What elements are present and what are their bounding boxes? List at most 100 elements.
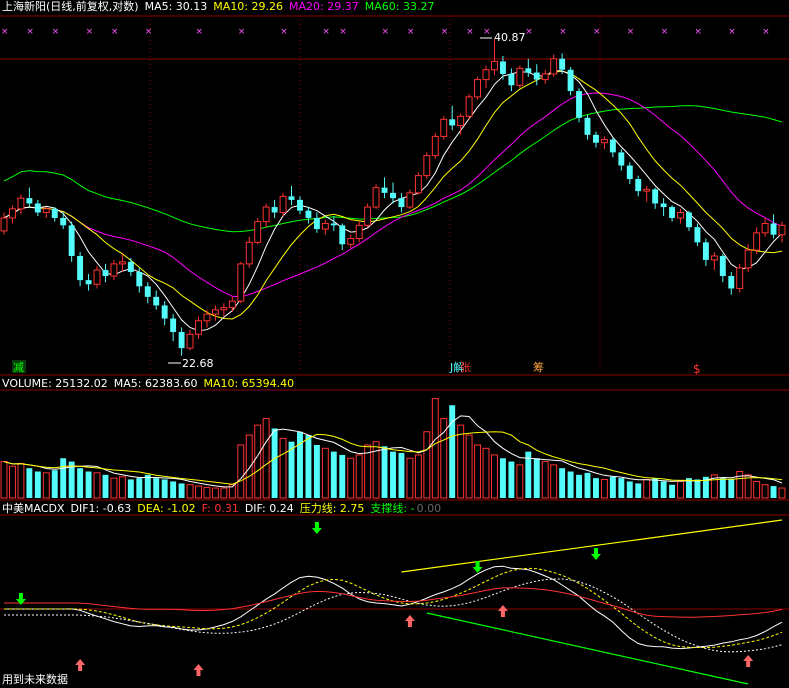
candle-body (508, 73, 515, 86)
volume-bar (0, 461, 8, 499)
cross-mark: × (322, 27, 330, 37)
candle-body (660, 203, 667, 208)
candle-body (491, 60, 498, 71)
candle-body (406, 192, 414, 208)
volume-bar (313, 445, 320, 498)
volume-bar (652, 478, 659, 498)
low-annotation: 22.68 (182, 357, 214, 370)
volume-bar (694, 479, 701, 498)
volume-bar (618, 478, 625, 498)
volume-bar (17, 463, 25, 499)
candle-body (339, 225, 346, 245)
candle-body (372, 187, 380, 208)
volume-bar (559, 468, 566, 498)
cross-mark: × (593, 27, 601, 37)
candle-body (26, 198, 33, 204)
candle-body (364, 206, 372, 226)
volume-bar (220, 487, 228, 499)
cross-mark: × (339, 27, 347, 37)
volume-bar (51, 470, 58, 498)
volume-bar (609, 476, 616, 498)
marker-jie: J解 (449, 360, 464, 374)
volume-bar (186, 484, 194, 499)
high-annotation: 40.87 (494, 31, 526, 44)
volume-bar (60, 458, 67, 498)
volume-bar (110, 477, 118, 499)
volume-bar (381, 446, 388, 498)
candle-body (635, 179, 642, 192)
candle-body (288, 196, 295, 200)
volume-bar (440, 418, 448, 499)
candle-body (567, 69, 574, 92)
dif-label: DIF: 0.24 (244, 502, 294, 515)
candle-body (321, 222, 329, 230)
candle-body (431, 135, 439, 157)
candle-body (347, 238, 355, 245)
candle-body (499, 61, 506, 74)
cross-mark: × (661, 27, 669, 37)
candle-body (778, 224, 786, 236)
volume-bar (584, 472, 591, 498)
candle-body (753, 232, 761, 251)
candle-body (457, 115, 465, 126)
candle-body (68, 225, 75, 256)
buy-arrow (75, 659, 86, 671)
macd-dea-line (4, 567, 783, 648)
volume-bar (669, 484, 676, 498)
volume-bar (499, 458, 506, 498)
sell-arrow (311, 522, 322, 534)
signal-crosses: × × × × × × × × × × × × × × × × × × × × × × × × (1, 27, 770, 37)
ma20-line (3, 92, 783, 298)
candle-body (17, 197, 25, 210)
candle-body (153, 296, 160, 306)
macd-signal-arrows (15, 522, 754, 676)
buy-arrow (497, 605, 508, 617)
candle-body (643, 188, 651, 192)
candle-body (694, 227, 701, 243)
candle-body (237, 263, 245, 302)
candle-body (770, 223, 777, 235)
volume-bar (136, 478, 143, 498)
volume-bar (279, 437, 287, 499)
macd-header: 中美MACDX DIF1: -0.63 DEA: -1.02 F: 0.31 DIF: … (2, 502, 447, 515)
volume-bar (390, 451, 396, 498)
ma60-line (3, 105, 783, 233)
support-value: 0.00 (416, 502, 442, 515)
future-data-note: 用到未来数据 (2, 673, 68, 686)
candle-body (262, 206, 270, 223)
ma60-label: MA60: 33.27 (364, 0, 435, 13)
volume-bar (541, 461, 549, 499)
candle-body (297, 199, 303, 211)
volume-bar (245, 434, 253, 499)
volume-bar (170, 481, 177, 498)
cross-mark: × (238, 27, 246, 37)
candle-body (8, 208, 16, 219)
cross-mark: × (52, 27, 60, 37)
cross-mark: × (694, 27, 702, 37)
volume-ma5-line (3, 415, 783, 488)
candle-body (313, 217, 320, 230)
candlesticks (0, 39, 786, 356)
volume-bar (660, 481, 667, 498)
cross-mark: × (525, 27, 533, 37)
volume-bar (372, 441, 380, 499)
support-line (426, 612, 749, 685)
candle-body (77, 255, 84, 281)
buy-arrow (743, 655, 754, 667)
candle-body (533, 72, 540, 80)
candle-body (220, 307, 228, 311)
volume-bar (271, 428, 278, 498)
candle-body (186, 333, 194, 349)
marker-jian-bg (12, 360, 26, 373)
volume-bar (85, 471, 92, 498)
volume-bar (77, 468, 84, 498)
candle-body (211, 309, 219, 315)
volume-bar (203, 486, 211, 499)
cross-mark: × (627, 27, 635, 37)
volume-moving-averages (3, 415, 783, 488)
stock-title: 上海新阳(日线,前复权,对数) (2, 0, 139, 13)
pressure-line (401, 519, 783, 573)
candle-body (550, 58, 558, 75)
volume-bar (778, 487, 786, 499)
candle-body (381, 187, 388, 193)
